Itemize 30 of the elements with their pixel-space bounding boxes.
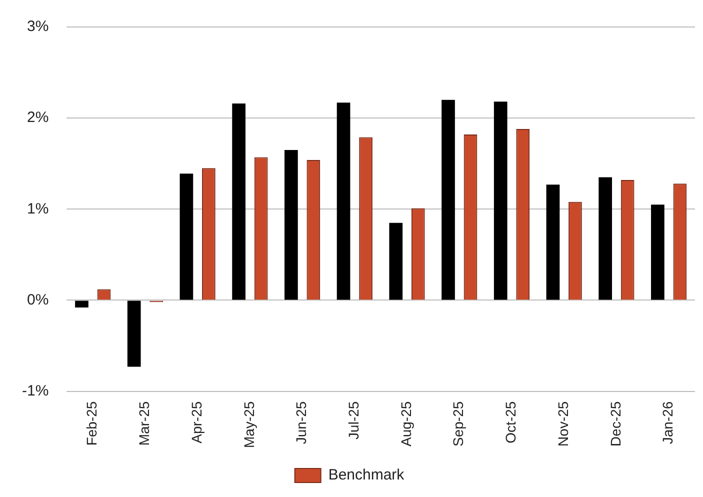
y-tick-label: 0% (26, 291, 49, 308)
x-tick-label: May-25 (240, 401, 257, 448)
bar (494, 102, 508, 300)
x-tick-label: Feb-25 (84, 401, 100, 446)
x-tick-label: Jan-26 (660, 401, 676, 444)
bar (442, 100, 455, 300)
x-tick-label: Nov-25 (554, 401, 571, 446)
x-tick-label: Dec-25 (607, 401, 624, 446)
bar (75, 300, 88, 308)
x-tick-label: Mar-25 (136, 401, 152, 446)
x-tick-label: Oct-25 (502, 401, 519, 444)
x-tick-label: Jun-25 (293, 401, 310, 444)
bar (598, 177, 612, 300)
x-tick-label: Apr-25 (188, 401, 204, 444)
bar (651, 204, 664, 300)
x-tick-label: Aug-25 (398, 401, 414, 446)
bar (127, 300, 141, 367)
x-tick-label: Jul-25 (346, 401, 362, 440)
bar (284, 150, 298, 300)
x-tick-label: Sep-25 (450, 401, 466, 446)
legend-label: Benchmark (328, 466, 405, 484)
bar (389, 222, 403, 300)
bar (336, 102, 350, 300)
bar (232, 104, 246, 300)
bar (546, 184, 560, 300)
bar (180, 174, 194, 300)
y-tick-label: 1% (26, 200, 49, 218)
y-tick-label: 3% (26, 18, 49, 36)
y-tick-label: 2% (26, 109, 49, 126)
y-tick-label: -1% (22, 382, 49, 400)
